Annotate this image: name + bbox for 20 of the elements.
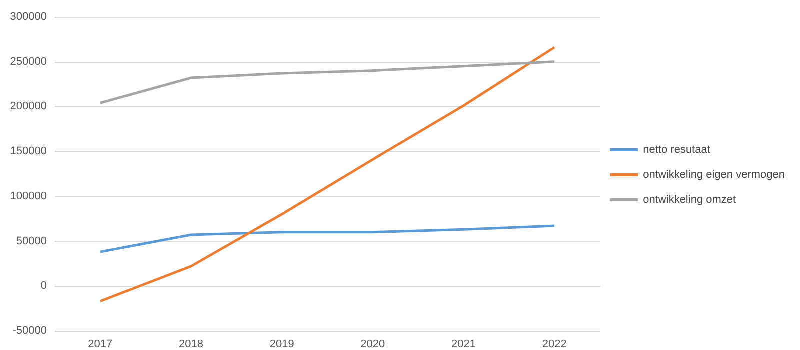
x-tick-label: 2018 [179,338,204,350]
legend-label: ontwikkeling eigen vermogen [643,169,786,181]
y-tick-label: 50000 [16,235,47,248]
line-series [99,60,556,104]
line-series [99,46,556,303]
y-tick-label: 250000 [10,56,47,68]
x-tick-label: 2017 [88,338,113,350]
line-series [99,224,556,254]
y-tick-label: 150000 [10,146,47,158]
x-tick-label: 2022 [542,338,567,350]
legend-label: ontwikkeling omzet [643,194,736,206]
y-tick-label: 0 [40,280,47,292]
y-tick-label: 100000 [10,190,47,202]
y-tick-label: -50000 [12,325,47,337]
y-tick-label: 200000 [10,100,47,113]
y-tick-label: 300000 [10,11,47,23]
x-tick-label: 2021 [452,338,476,350]
x-tick-label: 2020 [360,338,386,350]
legend-label: netto resutaat [643,144,710,156]
x-tick-label: 2019 [270,338,294,350]
